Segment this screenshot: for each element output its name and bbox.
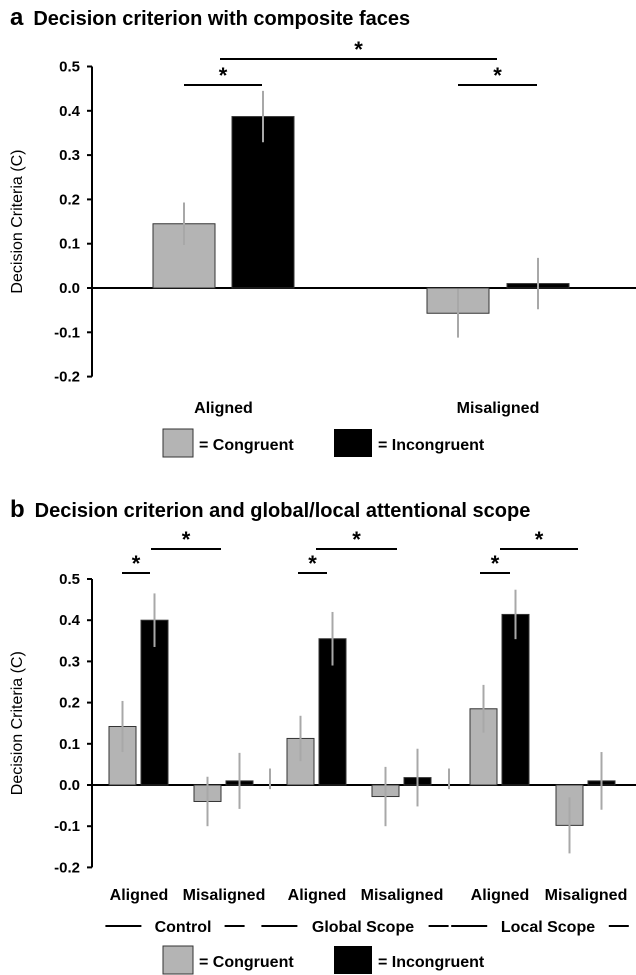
chart-a-y-tick-label: 0.2: [59, 191, 80, 208]
chart-b-significance-star: *: [182, 527, 191, 552]
chart-b-significance-star: *: [352, 527, 361, 552]
chart-b-y-tick-label: 0.5: [59, 571, 80, 588]
chart-a-y-tick-label: 0.3: [59, 147, 80, 164]
chart-b-category-label: Aligned: [288, 887, 347, 904]
panel-a-title: Decision criterion with composite faces: [33, 8, 411, 30]
chart-a-significance-star: *: [354, 37, 363, 62]
chart-a-y-tick-label: -0.1: [54, 324, 80, 341]
chart-b-y-tick-label: -0.1: [54, 818, 80, 835]
chart-b-category-label: Misaligned: [545, 887, 628, 904]
chart-a-significance-star: *: [493, 63, 502, 88]
chart-b-group-label: Local Scope: [501, 919, 595, 936]
chart-b-significance-star: *: [308, 551, 317, 576]
chart-a-legend-swatch-incongruent: [334, 429, 372, 457]
chart-a-y-tick-label: -0.2: [54, 369, 80, 386]
chart-a-legend-incongruent: = Incongruent: [378, 437, 485, 454]
chart-b-legend-congruent: = Congruent: [199, 954, 294, 971]
chart-b-y-tick-label: -0.2: [54, 859, 80, 876]
chart-b-y-axis-label: Decision Criteria (C): [9, 651, 26, 795]
chart-b-group-label: Control: [155, 919, 212, 936]
chart-a-legend-swatch-congruent: [162, 428, 194, 458]
chart-a-legend-congruent: = Congruent: [199, 437, 294, 454]
chart-b-significance-star: *: [132, 551, 141, 576]
panel-b-letter: b: [10, 496, 25, 523]
chart-a-y-tick-label: 0.5: [59, 59, 80, 76]
chart-b-y-tick-label: 0.0: [59, 777, 80, 794]
chart-b-y-tick-label: 0.3: [59, 653, 80, 670]
panel-a-letter: a: [10, 4, 24, 31]
chart-b-bar: [501, 613, 530, 786]
chart-a-y-tick-label: 0.1: [59, 236, 80, 253]
chart-a-y-tick-label: 0.4: [59, 103, 81, 120]
chart-a-significance-star: *: [219, 63, 228, 88]
chart-b-y-tick-label: 0.4: [59, 612, 81, 629]
panel-b-title: Decision criterion and global/local atte…: [34, 500, 531, 522]
chart-b-legend-swatch-congruent: [162, 945, 194, 975]
panel-a-heading: a Decision criterion with composite faces: [10, 4, 410, 32]
panel-b-heading: b Decision criterion and global/local att…: [10, 496, 530, 524]
chart-b-y-tick-label: 0.1: [59, 736, 80, 753]
chart-b-category-label: Aligned: [471, 887, 530, 904]
chart-b-legend-swatch-incongruent: [334, 946, 372, 974]
chart-b-legend-incongruent: = Incongruent: [378, 954, 485, 971]
chart-a-bar: [231, 116, 295, 289]
chart-b-significance-star: *: [491, 551, 500, 576]
chart-b-category-label: Misaligned: [183, 887, 266, 904]
chart-a-category-label: Aligned: [194, 400, 253, 417]
chart-a: 0.5 0.4 0.3 0.2 0.1 0.0 -0.1 -0.2 Decision Crite…: [9, 37, 636, 458]
chart-a-category-label: Misaligned: [457, 400, 540, 417]
chart-b-category-label: Misaligned: [361, 887, 444, 904]
chart-b-y-tick-label: 0.2: [59, 695, 80, 712]
chart-b-group-label: Global Scope: [312, 919, 414, 936]
chart-b-category-label: Aligned: [110, 887, 169, 904]
chart-a-y-tick-label: 0.0: [59, 280, 80, 297]
chart-b-significance-star: *: [535, 527, 544, 552]
chart-a-y-axis-label: Decision Criteria (C): [9, 150, 26, 294]
